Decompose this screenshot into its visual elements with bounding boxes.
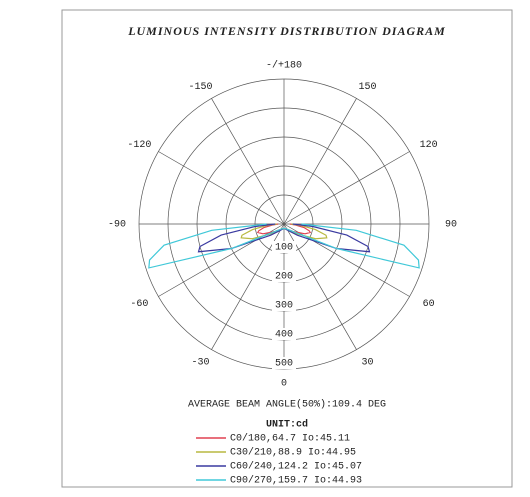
angle-tick-label: 150 xyxy=(358,82,376,93)
frame xyxy=(61,9,513,488)
r-label-bg xyxy=(272,328,296,340)
r-tick-label: 200 xyxy=(275,272,293,283)
r-tick-label: 300 xyxy=(275,301,293,312)
angle-tick-label: 0 xyxy=(281,379,287,390)
angle-tick-label: -90 xyxy=(108,220,126,231)
annotation: AVERAGE BEAM ANGLE(50%):109.4 DEG xyxy=(188,399,386,411)
r-label-bg xyxy=(272,357,296,369)
grid-spoke xyxy=(211,98,285,225)
angle-tick-label: -60 xyxy=(130,299,148,310)
r-tick-label: 500 xyxy=(275,359,293,370)
r-label-bg xyxy=(272,241,296,253)
angle-tick-label: -150 xyxy=(188,82,212,93)
grid-spoke xyxy=(283,223,357,350)
chart-title: LUMINOUS INTENSITY DISTRIBUTION DIAGRAM xyxy=(127,24,446,38)
grid-spoke xyxy=(211,223,285,350)
grid-spoke xyxy=(283,151,410,225)
series-line xyxy=(148,223,420,269)
angle-tick-label: -/+180 xyxy=(266,60,302,72)
r-tick-label: 400 xyxy=(275,330,293,341)
angle-tick-label: 120 xyxy=(420,140,438,151)
r-label-bg xyxy=(272,270,296,282)
r-label-bg xyxy=(272,299,296,311)
legend-label: C90/270,159.7 Io:44.93 xyxy=(230,475,362,487)
legend-label: C30/210,88.9 Io:44.95 xyxy=(230,447,356,459)
legend-label: C0/180,64.7 Io:45.11 xyxy=(230,433,350,445)
unit-label: UNIT:cd xyxy=(266,419,308,431)
angle-tick-label: 60 xyxy=(423,299,435,310)
legend-label: C60/240,124.2 Io:45.07 xyxy=(230,461,362,473)
angle-tick-label: 30 xyxy=(361,357,373,368)
grid-spoke xyxy=(283,98,357,225)
angle-tick-label: -30 xyxy=(191,357,209,368)
grid-spoke xyxy=(158,151,285,225)
angle-tick-label: 90 xyxy=(445,220,457,231)
angle-tick-label: -120 xyxy=(127,140,151,151)
r-tick-label: 100 xyxy=(275,243,293,254)
